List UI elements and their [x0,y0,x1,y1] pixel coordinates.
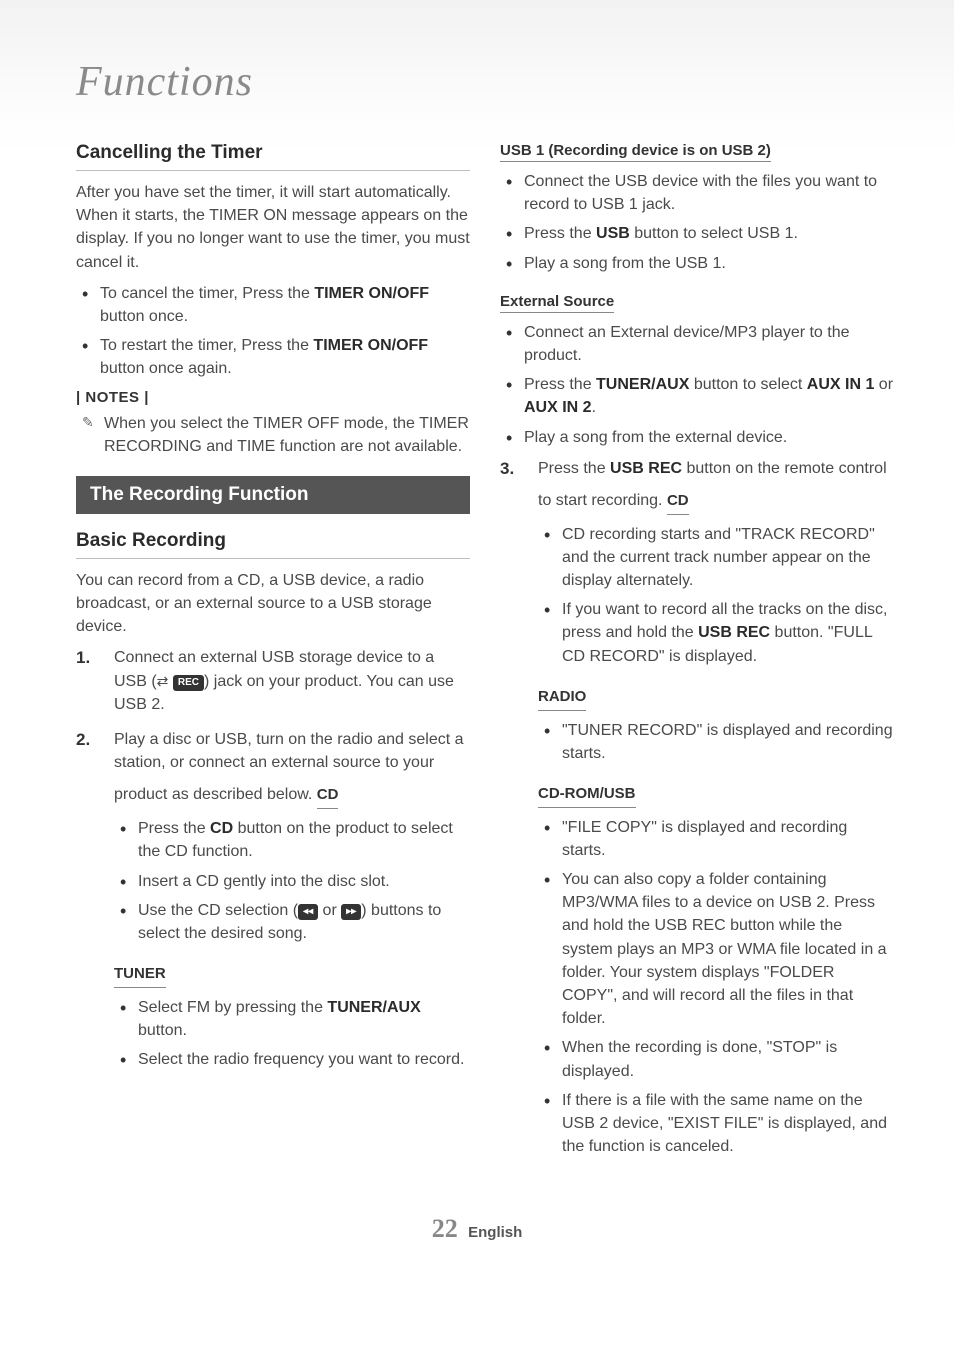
external-bullets: Connect an External device/MP3 player to… [500,321,894,449]
cd-subcat: CD [317,784,339,809]
step-3: Press the USB REC button on the remote c… [500,457,894,1159]
cdrom-subcat: CD-ROM/USB [538,783,636,808]
cdrom-bullets: "FILE COPY" is displayed and recording s… [538,816,894,1159]
page-language: English [468,1224,522,1241]
cdrom-bullet-1: "FILE COPY" is displayed and recording s… [544,816,894,862]
cancelling-timer-intro: After you have set the timer, it will st… [76,181,470,274]
basic-recording-title: Basic Recording [76,530,470,559]
cdrom-bullet-4: If there is a file with the same name on… [544,1089,894,1159]
page-title: Functions [76,58,954,106]
step-1: Connect an external USB storage device t… [76,646,470,716]
cancelling-timer-title: Cancelling the Timer [76,142,470,171]
cd-bullet-2: Insert a CD gently into the disc slot. [120,870,470,893]
cdrom-bullet-2: You can also copy a folder containing MP… [544,868,894,1030]
page-number: 22 [432,1214,458,1243]
cancel-bullets: To cancel the timer, Press the TIMER ON/… [76,282,470,381]
radio-subcat: RADIO [538,686,586,711]
page: Functions Cancelling the Timer After you… [0,0,954,1284]
cd-bullets: Press the CD button on the product to se… [114,817,470,945]
cd-bullet-3: Use the CD selection (◂◂ or ▸▸) buttons … [120,899,470,945]
cdrom-bullet-3: When the recording is done, "STOP" is di… [544,1036,894,1082]
ext-bullet-1: Connect an External device/MP3 player to… [506,321,894,367]
cancel-bullet-1: To cancel the timer, Press the TIMER ON/… [82,282,470,328]
recording-function-bar: The Recording Function [76,476,470,514]
usb1-bullet-2: Press the USB button to select USB 1. [506,222,894,245]
basic-recording-intro: You can record from a CD, a USB device, … [76,569,470,639]
usb1-bullet-1: Connect the USB device with the files yo… [506,170,894,216]
tuner-bullet-2: Select the radio frequency you want to r… [120,1048,470,1071]
next-track-icon: ▸▸ [341,904,361,921]
external-subcat: External Source [500,293,614,313]
page-header: Functions [0,0,954,112]
right-column: USB 1 (Recording device is on USB 2) Con… [500,142,894,1170]
rec-icon: REC [173,675,204,692]
basic-steps: Connect an external USB storage device t… [76,646,470,1071]
tuner-bullets: Select FM by pressing the TUNER/AUX butt… [114,996,470,1072]
usb1-bullet-3: Play a song from the USB 1. [506,252,894,275]
cdr-bullet-2: If you want to record all the tracks on … [544,598,894,668]
cd-bullet-1: Press the CD button on the product to se… [120,817,470,863]
cd-right-bullets: CD recording starts and "TRACK RECORD" a… [538,523,894,668]
content-columns: Cancelling the Timer After you have set … [0,112,954,1190]
notes-list: When you select the TIMER OFF mode, the … [76,412,470,458]
left-column: Cancelling the Timer After you have set … [76,142,470,1170]
ext-bullet-3: Play a song from the external device. [506,426,894,449]
page-footer: 22 English [0,1190,954,1244]
note-1: When you select the TIMER OFF mode, the … [82,412,470,458]
tuner-subcat: TUNER [114,963,166,988]
step-2: Play a disc or USB, turn on the radio an… [76,728,470,1071]
step3-list: Press the USB REC button on the remote c… [500,457,894,1159]
radio-bullets: "TUNER RECORD" is displayed and recordin… [538,719,894,765]
cancel-bullet-2: To restart the timer, Press the TIMER ON… [82,334,470,380]
tuner-bullet-1: Select FM by pressing the TUNER/AUX butt… [120,996,470,1042]
usb-icon: ⇄ [157,671,169,691]
usb1-bullets: Connect the USB device with the files yo… [500,170,894,275]
ext-bullet-2: Press the TUNER/AUX button to select AUX… [506,373,894,419]
cd-subcat-right: CD [667,490,689,515]
usb1-subcat: USB 1 (Recording device is on USB 2) [500,142,771,162]
radio-bullet-1: "TUNER RECORD" is displayed and recordin… [544,719,894,765]
notes-label: | NOTES | [76,389,470,406]
cdr-bullet-1: CD recording starts and "TRACK RECORD" a… [544,523,894,593]
prev-track-icon: ◂◂ [298,904,318,921]
